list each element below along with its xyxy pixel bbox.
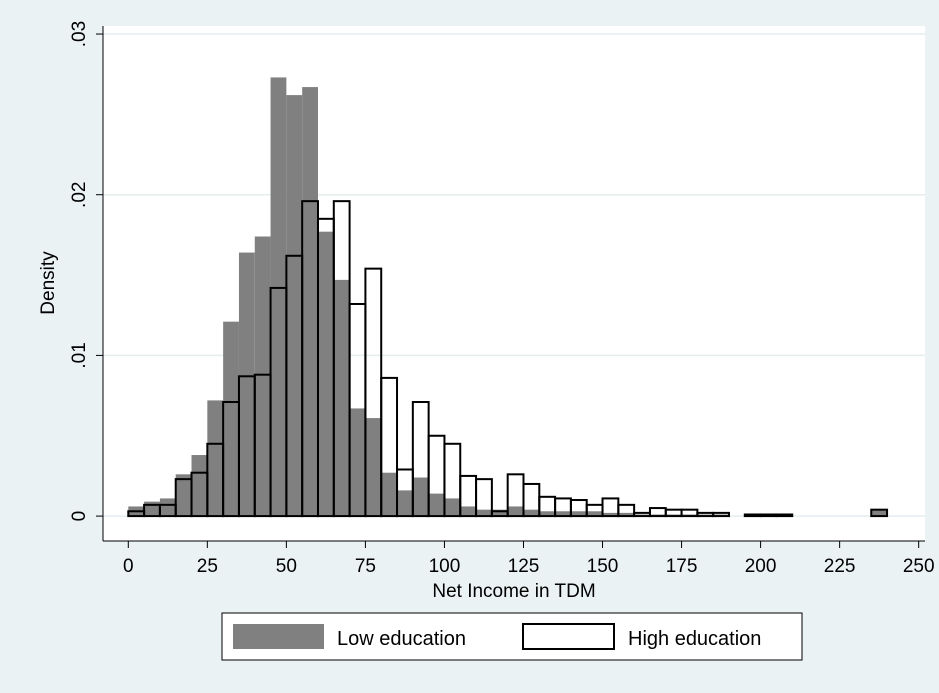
high-education-bars (127, 200, 889, 518)
x-tick-label: 225 (824, 556, 856, 577)
low-education-bar (349, 408, 366, 517)
low-education-bar (476, 509, 492, 517)
low-education-bar (491, 509, 508, 517)
x-tick-label: 25 (197, 556, 218, 577)
low-education-bar (397, 490, 413, 517)
low-education-bar (365, 418, 382, 517)
x-tick-label: 50 (276, 556, 297, 577)
high-education-bar (775, 513, 794, 518)
low-education-bar (618, 512, 635, 517)
high-education-bar (743, 513, 762, 518)
legend-swatch-low (233, 624, 324, 649)
legend-label-high: High education (628, 628, 761, 650)
x-tick-label: 200 (745, 556, 777, 577)
low-education-bar (175, 474, 192, 517)
x-tick-label: 100 (429, 556, 461, 577)
low-education-bar (871, 509, 888, 517)
high-education-bar (380, 376, 399, 518)
low-education-bar (381, 472, 398, 517)
low-education-bar (317, 231, 334, 517)
low-education-bar (191, 455, 208, 517)
x-tick-label: 75 (355, 556, 376, 577)
low-education-bars (128, 77, 888, 517)
x-tick-label: 125 (508, 556, 540, 577)
x-tick-label: 250 (903, 556, 935, 577)
legend-swatch-high (522, 623, 615, 650)
low-education-bar (286, 95, 303, 517)
x-tick-label: 175 (666, 556, 698, 577)
high-education-bar (712, 511, 730, 518)
low-education-bar (223, 321, 239, 517)
y-axis-label: Density (38, 251, 59, 315)
low-education-bar (539, 511, 556, 517)
low-education-bar (144, 501, 160, 517)
y-tick-label: .01 (69, 342, 90, 368)
low-education-bar (460, 506, 477, 517)
legend: Low education High education (221, 612, 803, 661)
low-education-bar (602, 512, 619, 517)
y-tick-label: .03 (69, 21, 90, 47)
low-education-bar (207, 400, 224, 517)
high-education-bar (617, 503, 636, 518)
x-ticks: 0 25 50 75 100 125 150 175 200 225 250 (123, 541, 935, 577)
high-education-bar (759, 513, 778, 518)
low-education-bar (270, 77, 287, 517)
low-education-bar (507, 506, 524, 517)
high-education-bar (475, 478, 493, 518)
low-education-bar (586, 511, 603, 517)
low-education-bar (555, 511, 571, 517)
low-education-bar (333, 279, 350, 517)
x-tick-label: 150 (587, 556, 619, 577)
y-tick-label: .02 (69, 182, 90, 208)
low-education-bar (159, 498, 176, 517)
x-tick-label: 0 (123, 556, 134, 577)
high-education-bar (870, 508, 889, 518)
low-education-bar (238, 252, 255, 517)
low-education-bar (254, 236, 271, 517)
y-ticks: 0 .01 .02 .03 (69, 21, 103, 522)
low-education-bar (412, 477, 429, 517)
low-education-bar (523, 509, 540, 517)
low-education-bar (570, 511, 587, 517)
low-education-bar (302, 87, 318, 517)
axes (102, 26, 925, 542)
legend-label-low: Low education (337, 628, 466, 650)
low-education-bar (428, 493, 445, 517)
low-education-bar (444, 498, 461, 517)
y-tick-label: 0 (69, 511, 90, 522)
x-axis-label: Net Income in TDM (432, 581, 595, 602)
